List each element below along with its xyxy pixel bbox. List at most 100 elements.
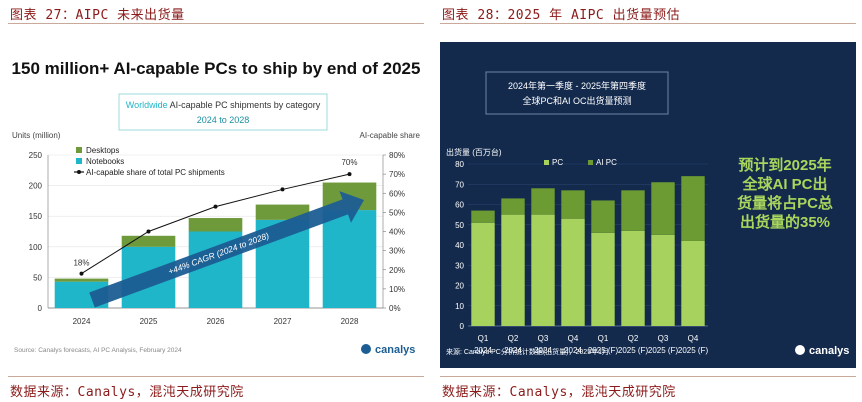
canalys-logo-icon [361, 344, 371, 354]
x-tick-quarter: Q2 [628, 334, 639, 343]
legend-swatch-desktops [76, 147, 82, 153]
y-tick-label: 40 [455, 241, 464, 250]
share-point [280, 187, 285, 192]
y-tick-label: 10 [455, 302, 464, 311]
legend-label-ai-pc: AI PC [596, 158, 617, 167]
x-tick-year: 2025 (F) [618, 346, 649, 355]
cagr-arrow [89, 191, 364, 308]
ai-pc-bar [561, 190, 585, 219]
right-caption-rule [440, 23, 856, 24]
chart-title: 150 million+ AI-capable PCs to ship by e… [12, 59, 421, 78]
y-tick-label: 70 [455, 180, 464, 189]
ai-pc-bar [681, 176, 705, 241]
chart-title-line2: 全球PC和AI OC出货量预测 [522, 95, 631, 106]
ai-pc-bar [471, 210, 495, 223]
y-tick-label: 0 [460, 322, 465, 331]
pc-bar [471, 222, 495, 326]
x-tick-label: 2025 [140, 317, 158, 326]
x-tick-year: 2025 (F) [678, 346, 709, 355]
y-tick-label: 30 [455, 261, 464, 270]
subtitle-box [118, 93, 328, 131]
pc-bar [681, 240, 705, 326]
pc-bar [591, 232, 615, 326]
y2-tick-label: 0% [389, 304, 401, 313]
desktops-bar [188, 218, 243, 232]
x-tick-quarter: Q2 [508, 334, 519, 343]
x-tick-quarter: Q4 [688, 334, 699, 343]
y2-axis-label: AI-capable share [360, 131, 421, 140]
pc-bar [501, 214, 525, 326]
x-tick-label: 2026 [207, 317, 225, 326]
x-tick-quarter: Q3 [658, 334, 669, 343]
callout-line-3: 货量将占PC总 [737, 194, 833, 212]
x-tick-quarter: Q3 [538, 334, 549, 343]
share-point [146, 229, 151, 234]
ai-pc-bar [531, 188, 555, 215]
y-tick-label: 20 [455, 282, 464, 291]
left-figure-caption: 图表 27：AIPC 未来出货量 [10, 8, 185, 23]
legend-label-share: AI-capable share of total PC shipments [86, 168, 225, 177]
canalys-logo-icon [795, 345, 805, 355]
y-tick-label: 150 [29, 212, 43, 221]
x-tick-year: 2025 (F) [588, 346, 619, 355]
x-tick-year: 2025 (F) [648, 346, 679, 355]
chart-footnote: 来源: Canalys PC分析统计数据(出货量)，2025年1月 [446, 347, 609, 356]
x-tick-label: 2028 [341, 317, 359, 326]
pc-bar [651, 234, 675, 326]
callout-line-2: 全球AI PC出 [741, 175, 827, 193]
callout-line-4: 出货量的35% [740, 213, 830, 231]
y2-tick-label: 30% [389, 247, 405, 256]
right-source-note: 数据来源：Canalys，混沌天成研究院 [442, 385, 676, 400]
y2-tick-label: 70% [389, 170, 405, 179]
y-tick-label: 200 [29, 182, 43, 191]
x-tick-quarter: Q1 [478, 334, 489, 343]
left-caption-rule [8, 23, 424, 24]
canalys-logo-text: canalys [375, 344, 415, 356]
y-tick-label: 50 [33, 273, 42, 282]
y2-tick-label: 10% [389, 285, 405, 294]
chart-subtitle: Worldwide AI-capable PC shipments by cat… [126, 100, 321, 110]
y-tick-label: 250 [29, 151, 43, 160]
x-tick-label: 2024 [73, 317, 91, 326]
chart-subtitle-range: 2024 to 2028 [197, 115, 250, 125]
x-tick-quarter: Q1 [598, 334, 609, 343]
desktops-bar [54, 278, 109, 282]
left-source-note: 数据来源：Canalys，混沌天成研究院 [10, 385, 244, 400]
left-chart-panel: 150 million+ AI-capable PCs to ship by e… [8, 40, 424, 370]
x-tick-year: 2024 [564, 346, 582, 355]
y-tick-label: 80 [455, 160, 464, 169]
share-point [79, 271, 84, 276]
legend-label-notebooks: Notebooks [86, 157, 124, 166]
pc-bar [561, 218, 585, 326]
y2-tick-label: 80% [389, 151, 405, 160]
legend-label-pc: PC [552, 158, 563, 167]
ai-pc-bar [591, 200, 615, 233]
legend-swatch-notebooks [76, 158, 82, 164]
canalys-logo-text: canalys [809, 345, 849, 357]
right-source-rule [440, 376, 856, 377]
legend-line-marker [77, 170, 81, 174]
ai-pc-bar [501, 198, 525, 215]
y2-tick-label: 60% [389, 189, 405, 198]
subtitle-lead: Worldwide [126, 100, 168, 110]
y2-tick-label: 20% [389, 266, 405, 275]
chart-footnote: Source: Canalys forecasts, AI PC Analysi… [14, 347, 182, 354]
y-axis-label: Units (million) [12, 131, 61, 140]
ai-capable-pc-chart: 150 million+ AI-capable PCs to ship by e… [12, 59, 421, 356]
y2-tick-label: 40% [389, 228, 405, 237]
legend-swatch-ai-pc [588, 160, 593, 165]
right-chart-panel: 2024年第一季度 - 2025年第四季度 全球PC和AI OC出货量预测 出货量 … [440, 42, 856, 368]
share-label-first: 18% [73, 259, 89, 268]
desktops-bar [255, 204, 310, 220]
x-tick-year: 2024 [474, 346, 492, 355]
y-axis-label: 出货量 (百万台) [446, 147, 502, 157]
x-tick-year: 2024 [534, 346, 552, 355]
legend-swatch-pc [544, 160, 549, 165]
ai-pc-bar [621, 190, 645, 231]
y-tick-label: 60 [455, 201, 464, 210]
left-source-rule [8, 376, 424, 377]
pc-bar [621, 230, 645, 326]
x-tick-quarter: Q4 [568, 334, 579, 343]
right-figure-caption: 图表 28：2025 年 AIPC 出货量预估 [442, 8, 681, 23]
